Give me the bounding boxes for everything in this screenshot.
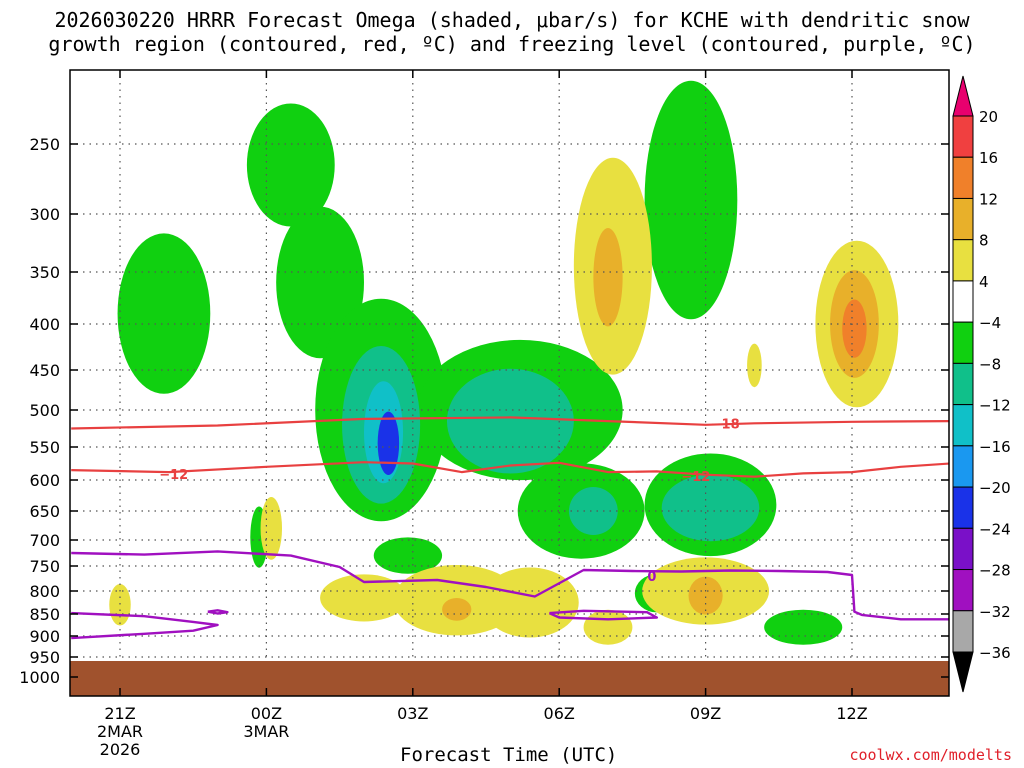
colorbar-box — [952, 527, 974, 571]
omega-region — [373, 537, 443, 574]
red-isotherm — [71, 416, 949, 430]
y-tick-label: 750 — [29, 557, 60, 576]
contour-lines — [71, 416, 949, 640]
omega-region — [747, 343, 762, 388]
omega-region — [568, 487, 618, 535]
x-tick-sublabel2: 2026 — [100, 740, 141, 759]
omega-shading — [109, 80, 899, 645]
colorbar-label: −32 — [979, 603, 1011, 621]
colorbar-label: −20 — [979, 479, 1011, 497]
omega-region — [320, 574, 408, 622]
colorbar-box — [952, 445, 974, 488]
omega-region — [688, 576, 723, 615]
x-tick-label: 21Z — [104, 704, 135, 723]
chart-title-line2: growth region (contoured, red, ºC) and f… — [48, 32, 976, 56]
omega-region — [764, 609, 843, 645]
contour-label: 0 — [647, 570, 656, 585]
colorbar-box — [952, 362, 974, 406]
y-tick-label: 1000 — [19, 668, 60, 687]
x-tick-sublabel: 2MAR — [97, 722, 143, 741]
colorbar-label: 4 — [979, 273, 989, 291]
colorbar-label: −8 — [979, 355, 1001, 373]
y-tick-label: 350 — [29, 263, 60, 282]
y-axis: 250 300 350 400 450 500 550 600 650 700 750 800 850 9… — [19, 135, 949, 687]
colorbar-label: 8 — [979, 232, 989, 250]
colorbar-label: −36 — [979, 644, 1011, 662]
freezing-level-contour — [207, 609, 229, 615]
x-tick-label: 00Z — [251, 704, 282, 723]
contour-label: −18 — [711, 417, 740, 432]
colorbar-label: −16 — [979, 438, 1011, 456]
y-tick-label: 400 — [29, 315, 60, 334]
x-tick-sublabel: 3MAR — [243, 722, 289, 741]
omega-region — [246, 103, 335, 227]
colorbar: 20 16 12 8 4 −4 −8 −12 −16 −20 −24 −28 −32 −36 — [952, 75, 1011, 693]
grid-lines — [70, 70, 949, 696]
omega-region — [583, 609, 633, 645]
colorbar-box — [952, 280, 974, 323]
y-tick-label: 900 — [29, 627, 60, 646]
colorbar-label: −24 — [979, 520, 1011, 538]
red-isotherm — [71, 461, 949, 478]
y-tick-label: 600 — [29, 471, 60, 490]
y-tick-label: 800 — [29, 582, 60, 601]
y-tick-label: 550 — [29, 438, 60, 457]
omega-region — [260, 497, 283, 560]
y-tick-label: 300 — [29, 205, 60, 224]
omega-region — [446, 368, 574, 474]
freezing-level-contour — [548, 609, 658, 621]
omega-region — [276, 206, 364, 359]
colorbar-label: 16 — [979, 149, 998, 167]
x-tick-label: 03Z — [397, 704, 428, 723]
plot-frame — [69, 69, 950, 697]
x-tick-label: 06Z — [544, 704, 575, 723]
freezing-level-contour — [71, 550, 949, 621]
omega-region — [481, 567, 579, 638]
colorbar-label: −4 — [979, 314, 1001, 332]
colorbar-label: −28 — [979, 562, 1011, 580]
y-tick-label: 500 — [29, 401, 60, 420]
colorbar-box — [952, 486, 974, 529]
colorbar-box — [952, 569, 974, 612]
freezing-level-contour — [71, 611, 219, 640]
y-tick-label: 950 — [29, 648, 60, 667]
omega-region — [842, 299, 867, 358]
colorbar-box — [952, 115, 974, 158]
x-axis-label: Forecast Time (UTC) — [400, 744, 618, 766]
x-tick-label: 09Z — [690, 704, 721, 723]
contour-label: −12 — [159, 468, 188, 483]
y-tick-label: 450 — [29, 361, 60, 380]
y-tick-label: 650 — [29, 502, 60, 521]
ground-layer — [70, 661, 949, 696]
omega-region — [644, 80, 738, 320]
colorbar-label: −12 — [979, 397, 1011, 415]
colorbar-box — [952, 610, 974, 653]
contour-labels: −18 −12 −12 0 — [159, 417, 740, 585]
colorbar-box — [952, 404, 974, 447]
y-tick-label: 250 — [29, 135, 60, 154]
colorbar-bottom-arrow — [952, 651, 974, 693]
source-credit: coolwx.com/modelts — [849, 746, 1012, 764]
colorbar-box — [952, 197, 974, 241]
omega-region — [442, 598, 472, 621]
colorbar-label: 12 — [979, 190, 998, 208]
y-tick-label: 850 — [29, 605, 60, 624]
ground-fill — [70, 661, 949, 696]
omega-region — [117, 233, 211, 394]
omega-region — [593, 228, 623, 327]
colorbar-box — [952, 321, 974, 364]
colorbar-label: 20 — [979, 108, 998, 126]
colorbar-box — [952, 239, 974, 282]
chart-title-line1: 2026030220 HRRR Forecast Omega (shaded, … — [54, 8, 970, 32]
contour-label: −12 — [681, 470, 710, 485]
x-tick-label: 12Z — [836, 704, 867, 723]
colorbar-box — [952, 156, 974, 199]
omega-region — [377, 411, 400, 475]
colorbar-top-arrow — [952, 75, 974, 117]
omega-region — [661, 474, 760, 542]
y-tick-label: 700 — [29, 531, 60, 550]
